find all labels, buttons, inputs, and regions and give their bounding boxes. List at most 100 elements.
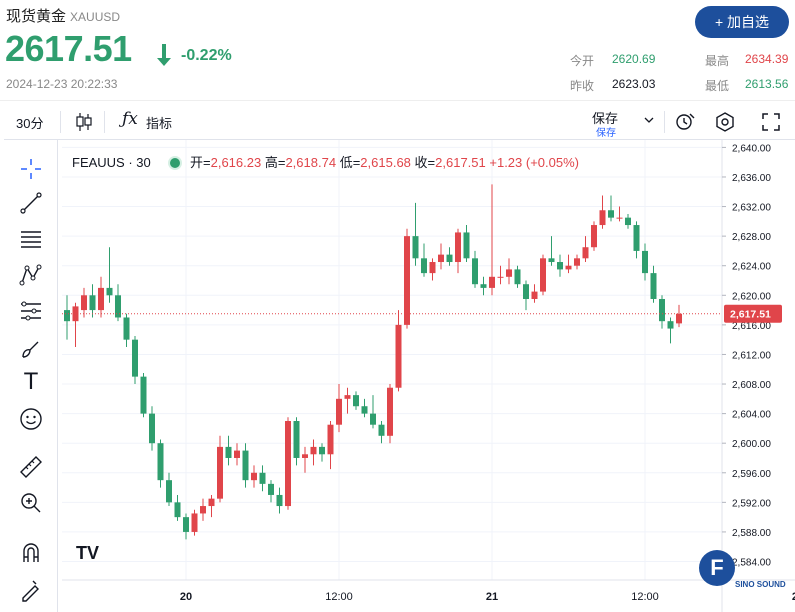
candle	[208, 498, 215, 507]
candle	[64, 310, 70, 322]
last-price: 2617.51	[5, 28, 132, 69]
candle	[574, 258, 580, 266]
candle	[625, 217, 631, 226]
candle	[353, 395, 359, 407]
open-label: 今开	[570, 54, 595, 68]
candle	[174, 502, 181, 518]
candle-type-icon[interactable]	[74, 111, 94, 133]
header-divider	[0, 100, 795, 101]
emoji-icon[interactable]	[18, 406, 44, 432]
instrument-symbol: XAUUSD	[70, 10, 121, 24]
add-watchlist-button[interactable]: + 加自选	[695, 6, 789, 38]
candle	[608, 210, 614, 218]
candle	[132, 339, 138, 377]
chart-toolbar: 30分 ƒx 指标 保存 保存	[4, 103, 795, 140]
low-value: 2613.56	[745, 77, 789, 91]
candle	[463, 232, 470, 259]
legend-open-label: 开	[190, 155, 204, 170]
price-tick-label: 2,628.00	[732, 232, 771, 243]
price-tick-label: 2,612.00	[732, 350, 771, 361]
lock-pencil-icon[interactable]	[18, 578, 44, 604]
high-value: 2634.39	[745, 52, 789, 66]
fx-icon[interactable]: ƒx	[122, 109, 138, 129]
save-button[interactable]: 保存	[592, 111, 619, 126]
candle	[438, 254, 444, 263]
settings-icon[interactable]	[714, 111, 736, 133]
time-tick-label: 12:00	[325, 591, 353, 603]
candle	[540, 258, 546, 292]
tradingview-logo: TV	[76, 543, 100, 563]
time-tick-label: 20	[180, 591, 192, 603]
price-tick-label: 2,608.00	[732, 380, 771, 391]
candle	[565, 265, 572, 270]
candle	[523, 284, 529, 299]
ohlc-legend: FEAUUS · 30 开=2,616.23 高=2,618.74 低=2,61…	[72, 155, 579, 170]
low-label: 最低	[705, 79, 730, 93]
zoom-in-icon[interactable]	[18, 490, 44, 516]
candle	[140, 376, 147, 414]
candlestick-chart[interactable]: 2,584.00 2,588.00 2,592.00 2,596.00 2,600.00…	[62, 140, 795, 612]
candle	[421, 258, 427, 274]
candle	[293, 421, 300, 458]
candle	[234, 450, 240, 458]
crosshair-icon[interactable]	[18, 156, 44, 182]
candle	[157, 443, 164, 481]
alert-icon[interactable]	[674, 111, 696, 133]
candle	[659, 298, 665, 322]
trend-line-icon[interactable]	[18, 190, 44, 216]
prev-close-value: 2623.03	[612, 77, 656, 91]
brush-icon[interactable]	[18, 336, 44, 362]
candle	[633, 225, 640, 251]
fullscreen-icon[interactable]	[760, 111, 782, 133]
legend-high-label: 高	[264, 155, 278, 170]
time-tick-label: 24	[792, 591, 795, 603]
fib-retracement-icon[interactable]	[18, 226, 44, 252]
price-tick-label: 2,588.00	[732, 528, 771, 539]
candle	[404, 236, 410, 325]
toolbar-divider	[60, 111, 61, 133]
ruler-icon[interactable]	[18, 454, 44, 480]
candle	[497, 276, 504, 278]
drawing-toolbar: T	[4, 140, 58, 612]
last-price-tag	[724, 304, 782, 323]
price-tick-label: 2,604.00	[732, 410, 771, 421]
candle	[225, 446, 232, 458]
legend-close: 2,617.51	[435, 155, 486, 170]
candle	[217, 446, 223, 499]
candle	[361, 406, 368, 414]
interval-button[interactable]: 30分	[16, 116, 44, 131]
candle	[531, 291, 538, 299]
indicators-button[interactable]: 指标	[146, 116, 173, 131]
open-value: 2620.69	[612, 52, 656, 66]
candle	[650, 273, 657, 299]
price-tick-label: 2,584.00	[732, 558, 771, 569]
magnet-icon[interactable]	[18, 540, 44, 566]
time-tick-label: 21	[486, 591, 498, 603]
candle	[106, 287, 113, 296]
toolbar-divider	[664, 111, 665, 133]
legend-close-label: 收	[414, 155, 428, 170]
instrument-name: 现货黄金	[6, 8, 67, 25]
text-icon[interactable]: T	[24, 370, 38, 395]
candle	[302, 454, 308, 458]
price-tick-label: 2,600.00	[732, 439, 771, 450]
price-tick-label: 2,636.00	[732, 173, 771, 184]
legend-open: 2,616.23	[210, 155, 262, 170]
price-tick-label: 2,616.00	[732, 321, 771, 332]
price-change: -0.22%	[181, 47, 232, 64]
candle	[166, 480, 172, 503]
legend-high: 2,618.74	[285, 155, 337, 170]
quote-timestamp: 2024-12-23 20:22:33	[6, 77, 118, 91]
candle	[123, 317, 130, 340]
candle	[676, 313, 682, 324]
candle	[344, 395, 351, 399]
candle	[667, 321, 674, 329]
time-tick-label: 12:00	[631, 591, 659, 603]
chevron-down-icon[interactable]	[644, 117, 654, 125]
candle	[506, 269, 512, 277]
arrow-down-icon	[157, 44, 171, 66]
candle	[89, 295, 96, 311]
pattern-icon[interactable]	[18, 262, 44, 288]
candle	[548, 258, 555, 263]
prediction-icon[interactable]	[18, 298, 44, 324]
